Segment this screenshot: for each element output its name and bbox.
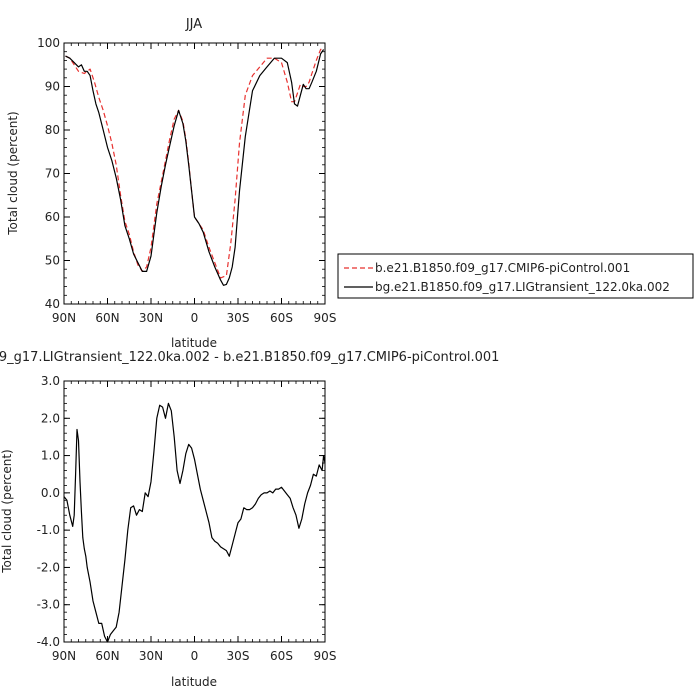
upper-y-tick-labels: 40 50 60 70 80 90 100 [37, 36, 60, 311]
x-tick-label: 0 [191, 311, 199, 325]
lower-axis-ticks [63, 380, 326, 643]
y-tick-label: -1.0 [37, 523, 60, 537]
x-tick-label: 90N [52, 311, 76, 325]
lower-series-lines [63, 402, 326, 643]
y-tick-label: 3.0 [41, 374, 60, 388]
lower-y-tick-labels: -4.0 -3.0 -2.0 -1.0 0.0 1.0 2.0 3.0 [37, 374, 60, 649]
lower-chart-title: bg.e21.B1850.f09_g17.LIGtransient_122.0k… [0, 350, 499, 365]
y-tick-label: 100 [37, 36, 60, 50]
legend-label-control: b.e21.B1850.f09_g17.CMIP6-piControl.001 [375, 261, 630, 275]
y-tick-label: 90 [45, 80, 60, 94]
y-tick-label: 0.0 [41, 486, 60, 500]
x-tick-label: 60N [95, 649, 119, 663]
upper-chart-title: JJA [185, 17, 202, 32]
y-tick-label: 1.0 [41, 449, 60, 463]
series-line-0-1 [65, 49, 325, 286]
x-tick-label: 30S [227, 649, 250, 663]
x-tick-label: 60S [270, 311, 293, 325]
lower-panel: bg.e21.B1850.f09_g17.LIGtransient_122.0k… [0, 350, 499, 689]
upper-y-axis-label: Total cloud (percent) [6, 111, 20, 235]
y-tick-label: 50 [45, 254, 60, 268]
x-tick-label: 90S [314, 311, 337, 325]
y-tick-label: 80 [45, 123, 60, 137]
x-tick-label: 90N [52, 649, 76, 663]
series-line-1-0 [63, 402, 326, 643]
upper-series-lines [65, 46, 325, 286]
upper-panel: JJA 90N 60N 30N 0 30S 60S 90S 405060708090100 … [6, 17, 336, 350]
y-tick-label: -2.0 [37, 560, 60, 574]
upper-x-tick-labels: 90N 60N 30N 0 30S 60S 90S [52, 311, 337, 325]
legend-box [337, 253, 694, 299]
x-tick-label: 30S [227, 311, 250, 325]
lower-x-axis-label: latitude [171, 675, 217, 689]
y-tick-label: 70 [45, 167, 60, 181]
upper-x-axis-label: latitude [171, 336, 217, 350]
upper-plot-frame [63, 42, 326, 305]
series-line-0-0 [65, 46, 324, 279]
legend-label-transient: bg.e21.B1850.f09_g17.LIGtransient_122.0k… [375, 280, 670, 294]
y-tick-label: -4.0 [37, 635, 60, 649]
y-tick-label: 60 [45, 210, 60, 224]
legend: b.e21.B1850.f09_g17.CMIP6-piControl.001 … [337, 253, 694, 299]
x-tick-label: 60N [95, 311, 119, 325]
x-tick-label: 30N [139, 311, 163, 325]
upper-axis-ticks [63, 42, 326, 305]
x-tick-label: 60S [270, 649, 293, 663]
y-tick-label: 40 [45, 297, 60, 311]
y-tick-label: -3.0 [37, 598, 60, 612]
x-tick-label: 0 [191, 649, 199, 663]
x-tick-label: 30N [139, 649, 163, 663]
lower-x-tick-labels: 90N 60N 30N 0 30S 60S 90S [52, 649, 337, 663]
lower-plot-frame [63, 380, 326, 643]
lower-y-axis-label: Total cloud (percent) [0, 449, 14, 573]
x-tick-label: 90S [314, 649, 337, 663]
y-tick-label: 2.0 [41, 411, 60, 425]
